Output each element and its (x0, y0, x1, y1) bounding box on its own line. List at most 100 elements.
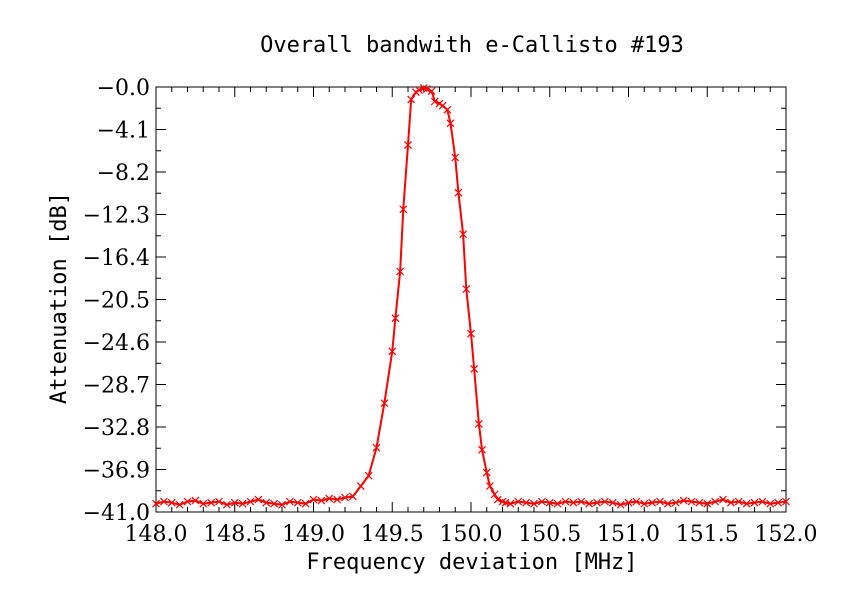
data-point-marker (703, 499, 712, 508)
data-point-marker (742, 499, 751, 508)
data-point-marker (537, 497, 546, 506)
y-tick-label: −8.2 (97, 161, 150, 186)
x-tick-label: 148.5 (203, 522, 266, 547)
data-point-marker (391, 314, 400, 323)
data-point-marker (388, 347, 397, 356)
x-tick-label: 151.0 (597, 522, 660, 547)
data-point-marker (427, 87, 436, 96)
tick-labels: 148.0 148.5 149.0 149.5 150.0 150.5 151.0 151.5… (83, 76, 818, 547)
y-tick-label: −32.8 (83, 416, 150, 441)
x-tick-label: 148.0 (125, 522, 188, 547)
x-tick-label: 149.0 (282, 522, 345, 547)
data-point-marker (663, 499, 672, 508)
data-point-marker (462, 285, 471, 294)
data-point-marker (750, 498, 759, 507)
data-point-marker (443, 105, 452, 114)
data-point-marker (616, 500, 625, 509)
data-point-marker (679, 496, 688, 505)
data-point-marker (474, 419, 483, 428)
data-point-marker (478, 445, 486, 454)
x-tick-label: 150.5 (518, 522, 581, 547)
data-point-marker (407, 95, 416, 104)
y-tick-label: −4.1 (97, 119, 150, 144)
axis-ticks (155, 86, 787, 513)
x-tick-label: 151.5 (676, 522, 739, 547)
data-point-marker (159, 497, 168, 506)
y-axis-label: Attenuation [dB] (47, 192, 72, 404)
data-point-marker (470, 365, 479, 373)
data-point-marker (270, 499, 279, 508)
data-point-marker (446, 119, 455, 128)
data-point-marker (430, 97, 439, 106)
data-point-marker (348, 492, 357, 501)
data-point-marker (577, 497, 586, 506)
data-point-marker (396, 267, 405, 276)
data-point-marker (640, 499, 649, 508)
data-point-marker (380, 399, 389, 408)
data-point-marker (530, 499, 538, 508)
data-point-marker (467, 329, 475, 338)
x-tick-label: 152.0 (755, 522, 818, 547)
x-axis-label: Frequency deviation [MHz] (306, 550, 637, 575)
data-point-marker (726, 498, 735, 507)
data-point-marker (167, 498, 176, 507)
data-point-marker (278, 500, 286, 509)
data-point-marker (459, 230, 468, 239)
x-tick-label: 150.0 (440, 522, 503, 547)
data-point-marker (545, 498, 554, 507)
data-point-marker (553, 499, 562, 508)
data-point-marker (656, 497, 664, 506)
y-tick-label: −16.4 (83, 246, 150, 271)
data-point-marker (415, 86, 423, 95)
data-point-marker (207, 498, 216, 507)
data-point-marker (569, 498, 578, 507)
data-point-marker (246, 497, 255, 506)
data-point-marker (711, 497, 720, 506)
data-point-marker (501, 498, 510, 507)
data-point-marker (608, 498, 617, 507)
data-point-marker (341, 493, 349, 502)
data-point-marker (758, 497, 767, 506)
data-point-marker (399, 205, 408, 214)
data-point-marker (152, 499, 160, 508)
data-point-marker (485, 482, 494, 491)
data-point-marker (422, 85, 431, 93)
data-point-marker (782, 497, 790, 506)
data-point-marker (719, 495, 727, 504)
series-line (155, 87, 787, 506)
data-point-marker (285, 497, 294, 506)
data-point-marker (766, 499, 775, 508)
y-tick-label: −36.9 (83, 459, 150, 484)
data-point-marker (522, 498, 531, 507)
data-point-marker (648, 498, 657, 507)
data-point-marker (222, 500, 231, 509)
data-point-marker (632, 497, 641, 506)
data-point-marker (593, 498, 601, 507)
data-point-marker (561, 497, 570, 506)
data-point-marker (356, 482, 365, 491)
data-point-marker (506, 499, 515, 508)
data-series (152, 84, 790, 509)
data-point-marker (333, 495, 342, 504)
data-point-marker (364, 471, 373, 480)
data-point-marker (199, 499, 208, 508)
data-point-marker (734, 497, 743, 506)
data-point-marker (175, 500, 184, 509)
data-point-marker (262, 498, 271, 507)
data-point-marker (191, 496, 200, 505)
data-point-marker (695, 498, 704, 507)
data-point-marker (671, 498, 680, 507)
data-point-marker (309, 495, 318, 504)
data-point-marker (293, 498, 302, 507)
plot-frame (155, 86, 787, 513)
data-point-marker (490, 490, 499, 499)
data-point-marker (624, 498, 633, 507)
data-point-marker (454, 188, 463, 197)
data-point-marker (325, 494, 334, 503)
data-point-marker (183, 497, 192, 506)
data-point-marker (215, 497, 223, 506)
data-point-marker (482, 468, 491, 477)
data-point-marker (600, 497, 609, 506)
y-tick-label: −0.0 (97, 76, 150, 101)
